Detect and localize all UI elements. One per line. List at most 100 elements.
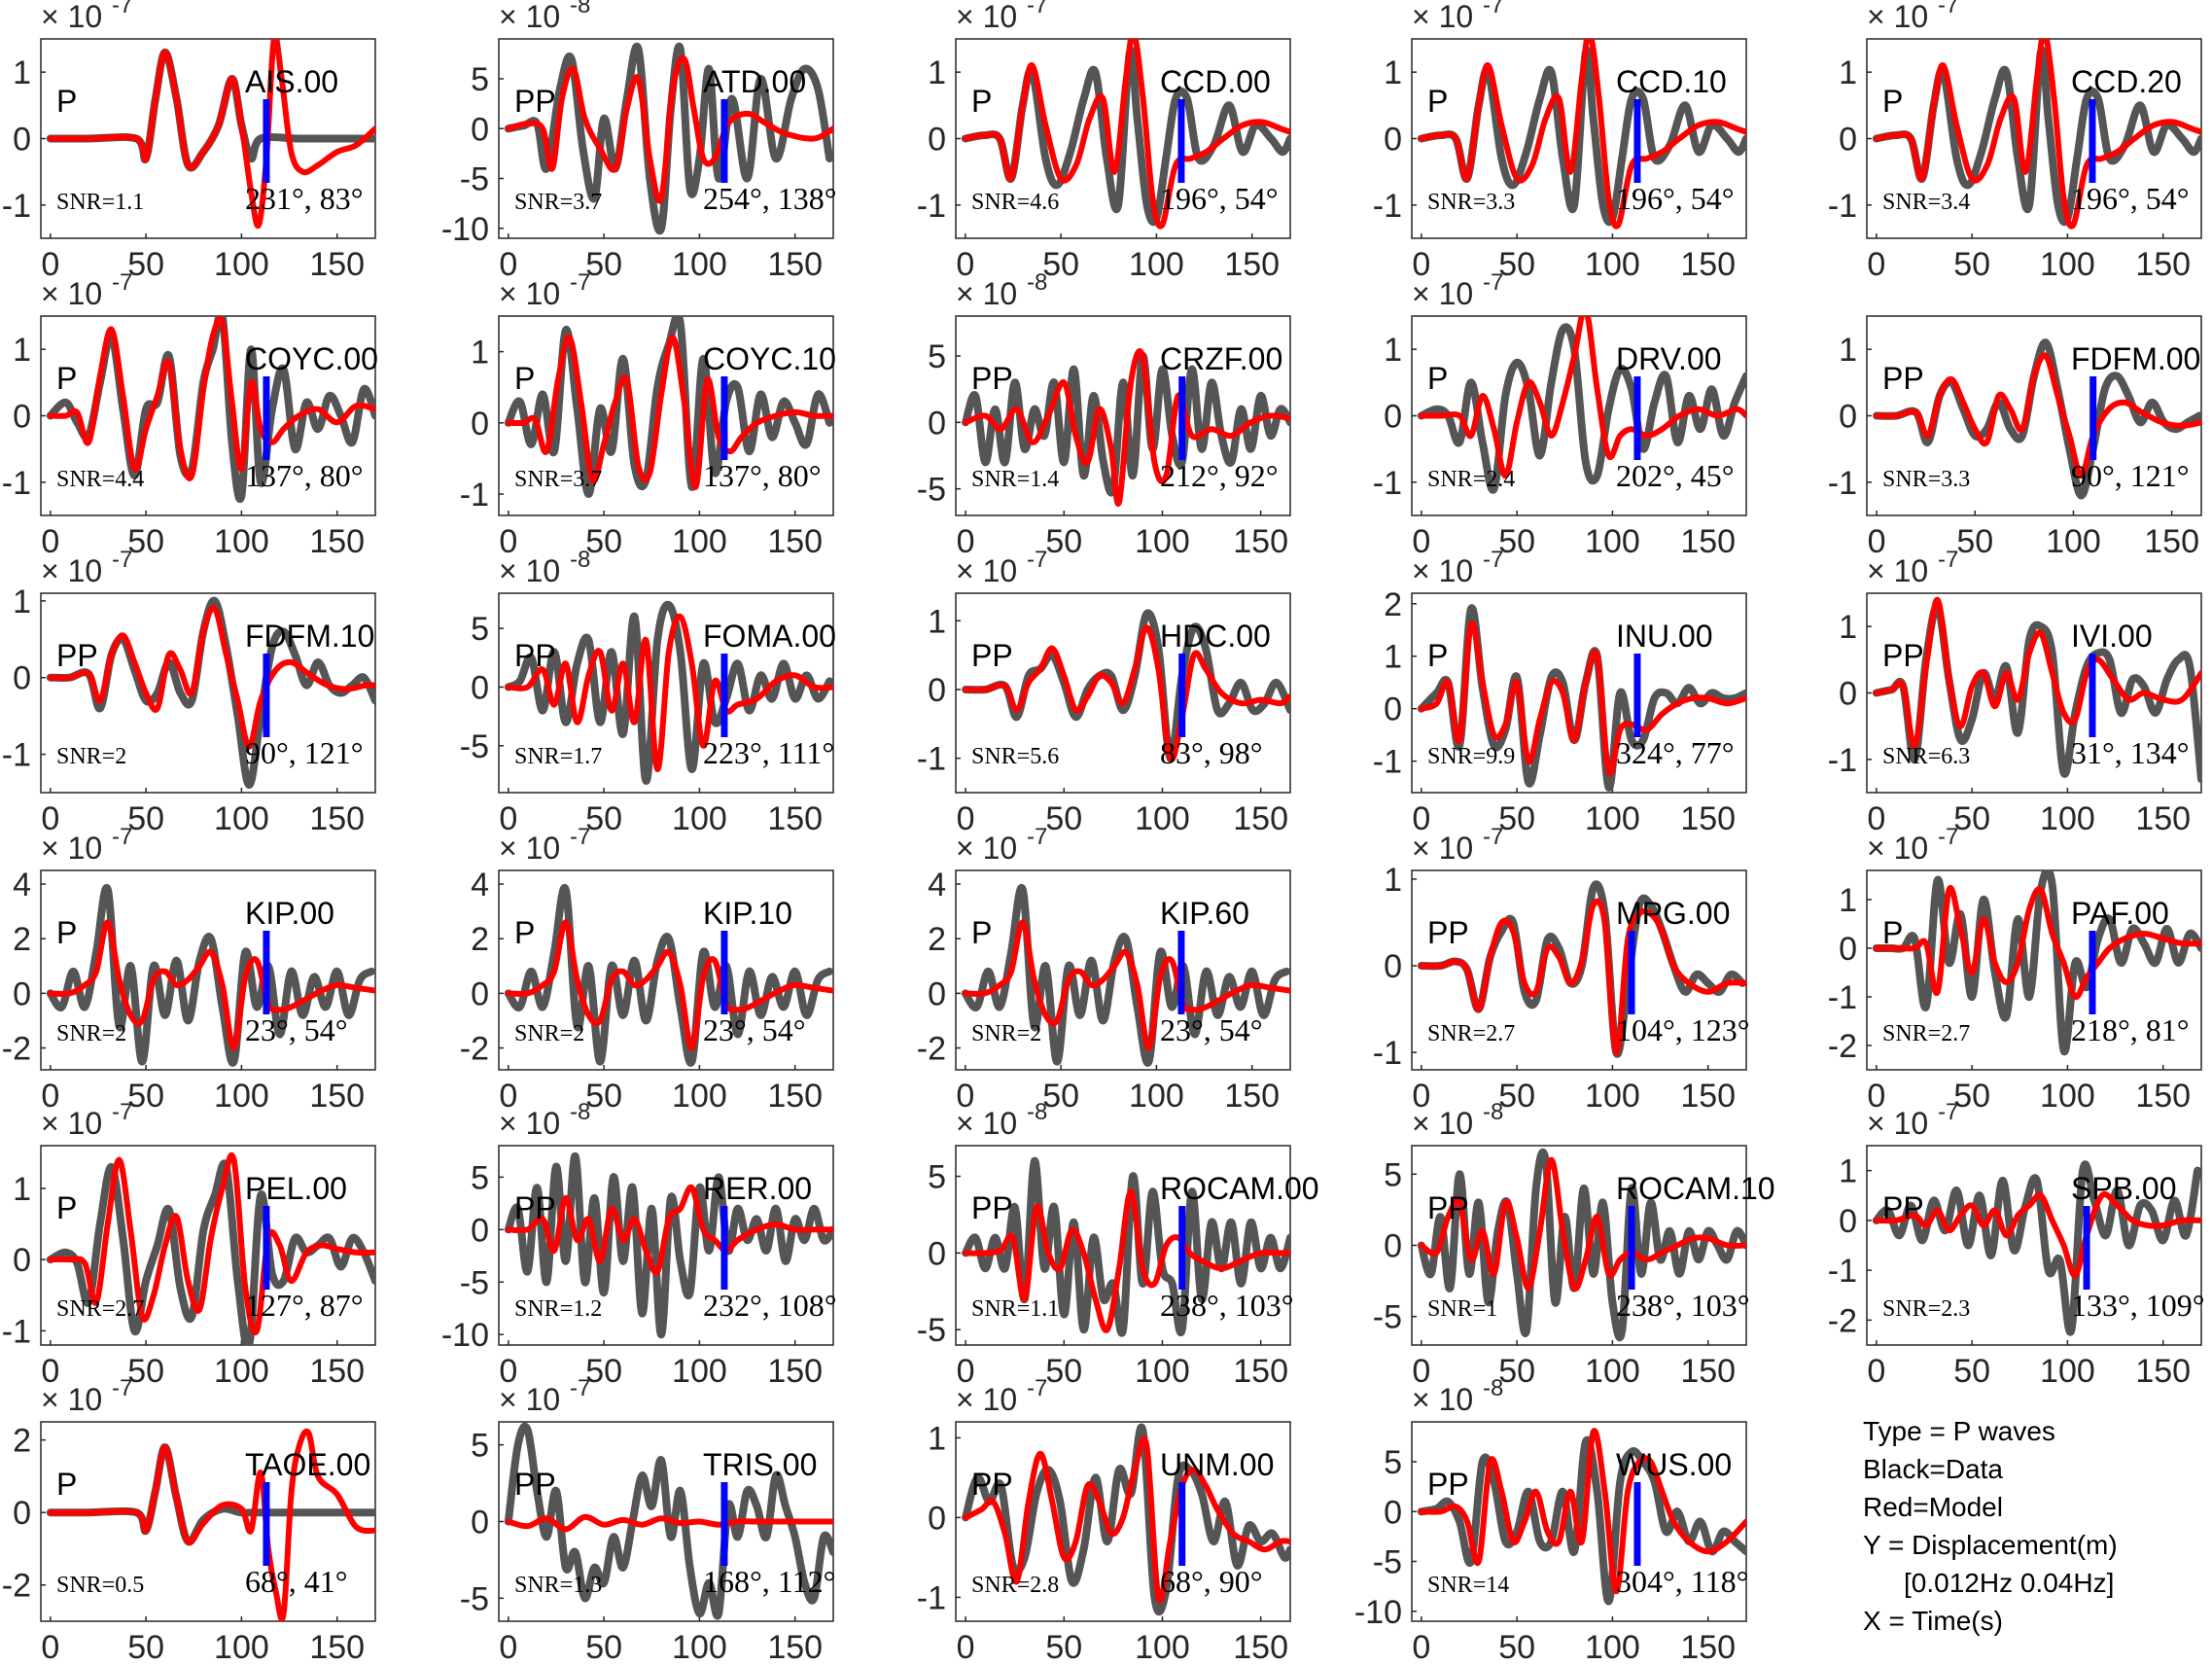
station-label: UNM.00 [1160,1447,1274,1482]
x-tick-label: 100 [1585,523,1640,560]
y-tick-label: -1 [1828,465,1857,502]
legend-type: Type = P waves [1863,1416,2055,1446]
y-tick-label: 5 [471,61,489,98]
y-tick-label: -2 [2,1568,31,1605]
data-trace [961,883,1290,1067]
station-label: SPB.00 [2071,1171,2177,1206]
panel-crzf-00: 0 50 100 150 -5 0 5 × 10 -8 PP CRZF.00 SNR=1.4 212°,… [917,269,1291,560]
model-trace [505,919,833,1051]
x-tick-label: 100 [1129,1078,1184,1115]
y-tick-label: 0 [471,975,489,1012]
y-tick-label: 1 [471,335,489,372]
station-label: COYC.00 [245,341,378,376]
snr-label: SNR=1 [1427,1296,1497,1322]
exponent-base: × 10 [499,276,560,311]
x-tick-label: 0 [1867,1078,1885,1115]
angles-label: 31°, 134° [2071,735,2190,770]
exponent-power: -7 [1483,824,1503,850]
phase-label: P [1882,915,1903,950]
trace-group [1872,596,2201,784]
trace-group [46,1428,375,1621]
phase-label: PP [1427,1190,1469,1225]
exponent-base: × 10 [956,276,1017,311]
x-tick-label: 50 [585,1078,622,1115]
x-tick-label: 100 [2040,1078,2095,1115]
y-tick-label: 1 [1384,639,1402,676]
panel-taoe-00: 0 50 100 150 -2 0 2 × 10 -7 P TAOE.00 SNR=0.5 68°, 4… [2,1375,376,1665]
angles-label: 212°, 92° [1160,458,1279,493]
panel-unm-00: 0 50 100 150 -1 0 1 × 10 -7 PP UNM.00 SNR=2.8 68°, 9… [917,1375,1291,1665]
x-tick-label: 150 [1680,1629,1736,1665]
x-tick-label: 0 [957,800,975,837]
axes-box [955,869,1291,1071]
exponent-base: × 10 [499,1382,560,1417]
phase-label: PP [514,1467,556,1502]
x-tick-label: 150 [767,246,823,283]
snr-label: SNR=1.2 [514,1296,602,1322]
x-tick-label: 150 [1680,1078,1736,1115]
station-label: COYC.10 [703,341,836,376]
station-label: MPG.00 [1616,896,1730,931]
y-tick-label: -1 [1373,744,1402,781]
x-tick-label: 0 [956,246,974,283]
axes-box [498,1145,834,1346]
panel-rocam-00: 0 50 100 150 -5 0 5 × 10 -8 PP ROCAM.00 SNR=1.1 238°… [917,1099,1319,1390]
station-label: RER.00 [703,1171,812,1206]
y-tick-label: 1 [13,584,31,620]
exponent-power: -7 [1483,547,1503,573]
exponent-base: × 10 [1867,0,1928,34]
model-trace [1418,1156,1746,1293]
station-label: FOMA.00 [703,619,836,654]
x-tick-label: 100 [1135,1629,1190,1665]
y-tick-label: -10 [441,211,489,248]
y-tick-label: 0 [1384,122,1402,159]
data-trace [1417,1149,1746,1342]
y-tick-label: 0 [1384,1494,1402,1531]
x-tick-label: 0 [956,1078,974,1115]
model-trace [505,1184,833,1276]
y-tick-label: -1 [1828,979,1857,1016]
panel-rer-00: 0 50 100 150 -10 -5 0 5 × 10 -8 PP RER.00 SNR=1.2 232… [441,1099,837,1390]
y-tick-label: 0 [1384,1228,1402,1265]
y-tick-label: 1 [928,1420,946,1457]
x-tick-label: 50 [1498,1353,1535,1390]
y-tick-label: -1 [917,741,946,778]
angles-label: 196°, 54° [1616,181,1735,216]
x-tick-label: 50 [1045,1353,1082,1390]
phase-label: P [56,1467,77,1502]
snr-label: SNR=3.3 [1882,467,1970,492]
snr-label: SNR=2.7 [1882,1021,1970,1046]
trace-group [1872,1160,2201,1336]
model-trace [47,1428,375,1621]
trace-group [504,1151,833,1339]
y-tick-label: 2 [928,921,946,958]
trace-group [504,1422,833,1620]
y-tick-label: -5 [917,1312,946,1349]
y-tick-label: -1 [2,188,31,225]
panel-ccd-00: 0 50 100 150 -1 0 1 × 10 -7 P CCD.00 SNR=4.6 196°, 5… [917,0,1291,283]
y-tick-label: 1 [1839,882,1857,919]
panel-inu-00: 0 50 100 150 -1 0 1 2 × 10 -7 P INU.00 SNR=9.9 324°, … [1373,547,1747,837]
phase-label: P [56,915,77,950]
legend-y: Y = Displacement(m) [1863,1530,2118,1560]
data-trace [1417,323,1746,494]
x-tick-label: 50 [127,1078,164,1115]
x-tick-label: 100 [672,1629,727,1665]
exponent-base: × 10 [956,1106,1017,1141]
x-tick-label: 100 [2040,246,2095,283]
x-tick-label: 150 [767,523,823,560]
station-label: KIP.00 [245,896,334,931]
x-tick-label: 100 [672,1353,727,1390]
exponent-power: -7 [570,1375,590,1401]
panel-ccd-10: 0 50 100 150 -1 0 1 × 10 -7 P CCD.10 SNR=3.3 196°, 5… [1373,0,1747,283]
x-tick-label: 150 [1680,246,1736,283]
axes-box [40,1421,376,1622]
exponent-power: -7 [112,547,132,573]
x-tick-label: 150 [309,800,365,837]
y-tick-label: -5 [460,1580,489,1617]
snr-label: SNR=14 [1427,1573,1509,1598]
y-tick-label: 0 [1839,676,1857,713]
panel-fdfm-10: 0 50 100 150 -1 0 1 × 10 -7 PP FDFM.10 SNR=2 90°, 12… [2,547,376,837]
x-tick-label: 150 [2135,1353,2191,1390]
model-trace [1874,352,2201,478]
